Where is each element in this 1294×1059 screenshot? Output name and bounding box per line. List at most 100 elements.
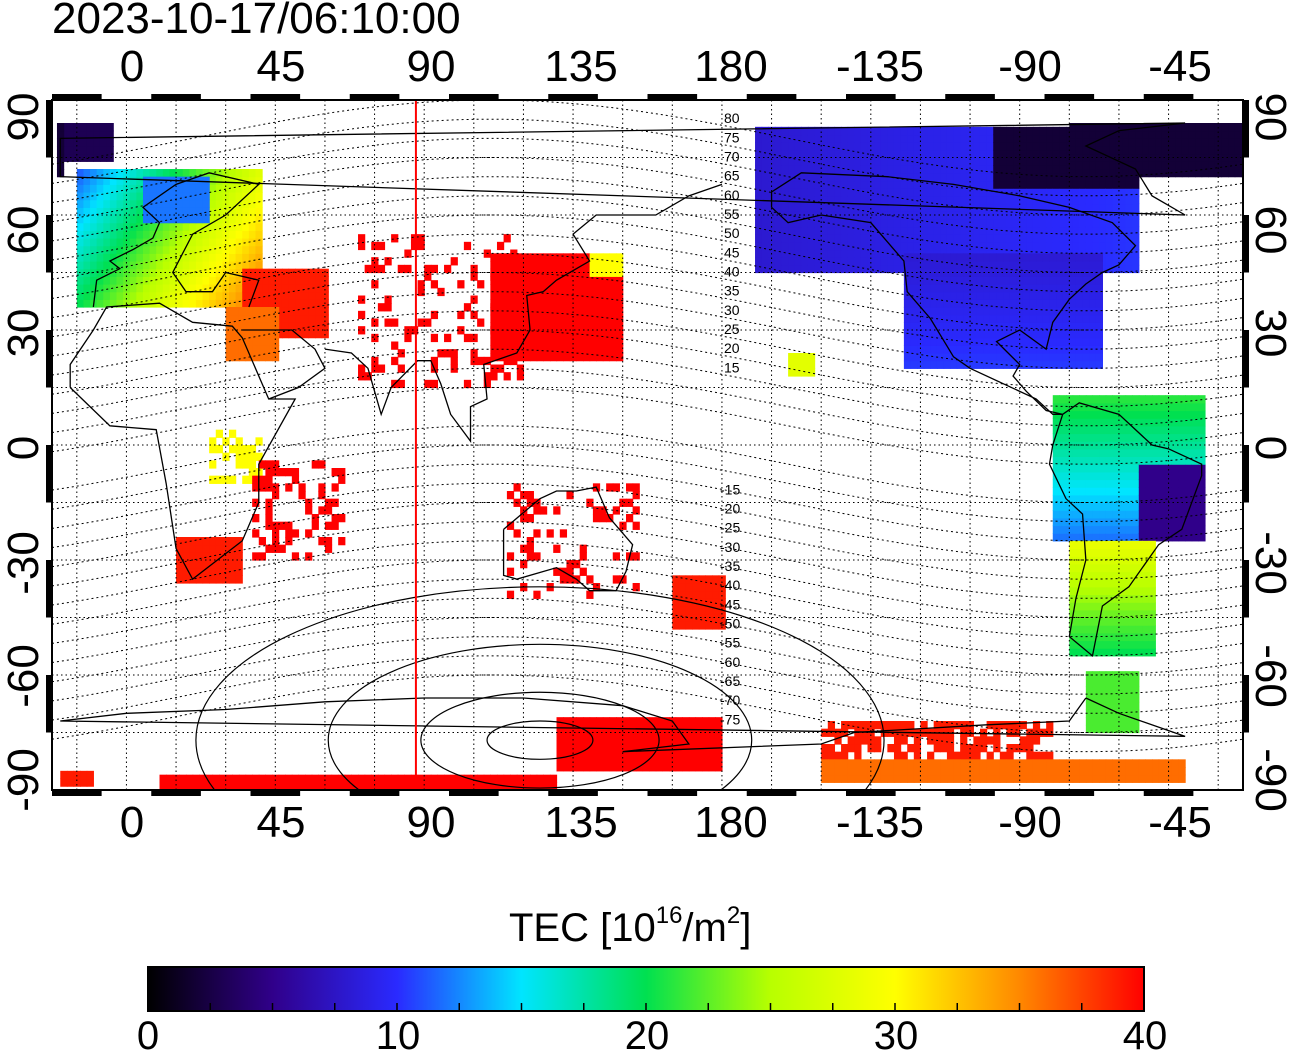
tec-cell: [1036, 307, 1044, 316]
tec-cell: [228, 475, 237, 484]
tec-cell: [983, 322, 991, 331]
tec-cell: [814, 188, 822, 197]
tec-cell: [252, 322, 260, 331]
tec-cell: [860, 774, 869, 783]
magnetic-latitude-line: [52, 540, 1243, 618]
tec-cell: [893, 218, 902, 228]
tec-cell: [999, 751, 1008, 760]
tec-cell: [225, 314, 233, 323]
tec-cell: [377, 774, 386, 783]
tec-cell: [536, 284, 544, 293]
tec-cell: [483, 379, 491, 389]
tec-cell: [1152, 494, 1160, 504]
tec-cell: [1105, 249, 1113, 258]
tec-cell: [1085, 425, 1094, 435]
tec-cell: [215, 276, 223, 285]
tec-cell: [1052, 510, 1060, 519]
tec-cell: [1022, 261, 1031, 270]
tec-cell: [943, 291, 951, 300]
tec-cell: [976, 291, 984, 300]
tec-cell: [169, 261, 177, 270]
tec-cell: [546, 529, 554, 538]
tec-cell: [649, 717, 657, 726]
tec-cell: [847, 149, 855, 159]
tec-cell: [1006, 218, 1014, 228]
tec-cell: [976, 353, 984, 362]
tec-cell: [76, 299, 85, 308]
tec-cell: [602, 276, 611, 285]
tec-cell: [1089, 563, 1097, 573]
tec-cell: [814, 257, 822, 266]
tec-cell: [1085, 418, 1094, 427]
axis-bar-bottom: [746, 791, 797, 796]
magnetic-latitude-line: [52, 655, 1243, 733]
tec-cell: [698, 621, 706, 630]
tec-cell: [801, 257, 809, 266]
tec-cell: [920, 172, 928, 182]
tec-cell: [1122, 640, 1130, 649]
tec-cell: [1082, 625, 1090, 634]
tec-cell: [1056, 330, 1064, 339]
tec-cell: [255, 437, 263, 446]
tec-cell: [1142, 617, 1150, 626]
colorbar: [147, 966, 1145, 1012]
tec-cell: [609, 261, 617, 270]
tec-cell: [149, 276, 157, 285]
tec-cell: [1059, 126, 1067, 136]
tec-cell: [1085, 433, 1094, 442]
tec-cell: [950, 276, 958, 285]
tec-cell: [1171, 479, 1180, 488]
tec-cell: [1059, 774, 1067, 783]
tec-cell: [238, 345, 247, 354]
tec-cell: [834, 226, 842, 235]
tec-cell: [930, 307, 938, 316]
tec-cell: [794, 180, 802, 189]
tec-cell: [930, 322, 938, 331]
tec-cell: [960, 180, 968, 189]
tec-cell: [692, 621, 700, 630]
tec-cell: [807, 188, 816, 197]
tec-cell: [215, 184, 223, 193]
tec-cell: [1089, 594, 1097, 603]
tec-cell: [1125, 180, 1133, 189]
tec-cell: [1003, 307, 1011, 316]
tec-cell: [867, 264, 875, 274]
magnetic-latitude-label: 50: [724, 225, 740, 241]
tec-cell: [910, 253, 918, 262]
tec-cell: [801, 188, 809, 197]
tec-cell: [755, 234, 763, 243]
tec-cell: [979, 195, 988, 205]
tec-cell: [854, 149, 862, 159]
tec-cell: [860, 172, 869, 182]
tec-cell: [1052, 464, 1060, 473]
tec-cell: [569, 345, 577, 354]
tec-cell: [60, 778, 68, 787]
magnetic-latitude-line: [52, 482, 1243, 561]
tec-cell: [586, 575, 594, 584]
tec-cell: [576, 330, 584, 339]
tec-cell: [755, 157, 763, 166]
tec-cell: [1155, 161, 1163, 170]
tec-cell: [1175, 138, 1183, 147]
tec-cell: [1112, 774, 1120, 783]
tec-cell: [90, 215, 98, 224]
tec-cell: [1092, 410, 1100, 419]
tec-cell: [979, 767, 988, 776]
tec-cell: [156, 199, 164, 208]
tec-cell: [1132, 226, 1140, 235]
tec-cell: [215, 253, 223, 262]
tec-cell: [1092, 218, 1100, 228]
tec-cell: [794, 126, 802, 136]
tec-cell: [913, 226, 922, 235]
tec-cell: [235, 253, 243, 262]
tec-cell: [1125, 218, 1133, 228]
magnetic-latitude-label: 20: [724, 340, 740, 356]
tec-cell: [622, 755, 630, 764]
tec-cell: [986, 736, 994, 745]
tec-cell: [966, 180, 974, 189]
tec-cell: [232, 353, 240, 362]
tec-cell: [235, 567, 243, 576]
tec-cell: [397, 349, 405, 358]
tec-cell: [685, 590, 693, 599]
tec-cell: [953, 241, 961, 251]
